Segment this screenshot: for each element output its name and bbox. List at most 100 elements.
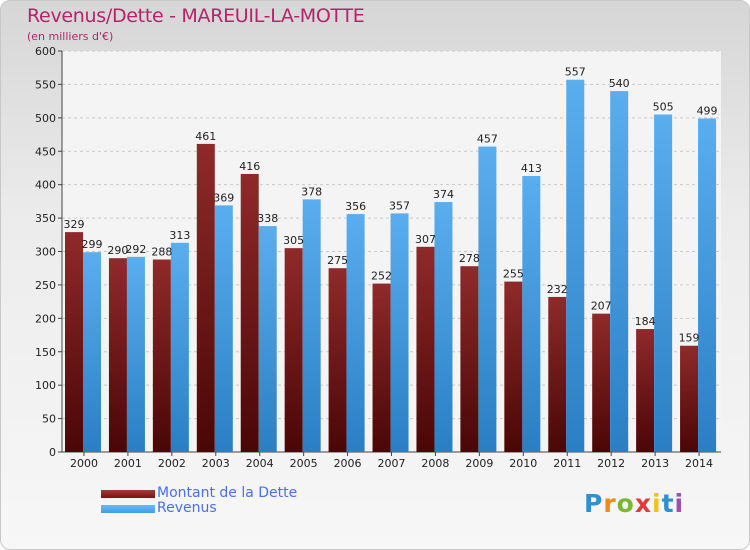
bar-dette (108, 258, 127, 452)
bar-dette (680, 345, 699, 452)
bar-revenus (698, 118, 717, 453)
bar-revenus (258, 226, 277, 452)
bar-dette (636, 329, 655, 452)
x-tick-label: 2012 (597, 457, 625, 470)
data-label-dette: 288 (151, 246, 172, 259)
bar-dette (548, 296, 567, 452)
data-label-dette: 275 (327, 254, 348, 267)
data-label-dette: 255 (503, 268, 524, 281)
legend-swatch-dette (101, 490, 155, 498)
bar-revenus (522, 175, 541, 452)
x-tick-label: 2005 (290, 457, 318, 470)
data-label-dette: 159 (679, 332, 700, 345)
bar-revenus (170, 242, 189, 452)
bar-revenus (390, 213, 409, 452)
data-label-dette: 290 (107, 244, 128, 257)
x-tick-label: 2003 (202, 457, 230, 470)
data-label-revenus: 299 (82, 238, 103, 251)
data-label-revenus: 540 (609, 77, 630, 90)
x-tick-label: 2010 (509, 457, 537, 470)
logo-letter: x (634, 489, 652, 518)
logo-letter: i (674, 489, 685, 518)
logo-letter: o (616, 489, 635, 518)
data-label-revenus: 374 (433, 188, 454, 201)
y-tick-label: 150 (35, 346, 56, 359)
data-label-dette: 416 (239, 160, 260, 173)
y-tick-label: 500 (35, 112, 56, 125)
x-tick-label: 2009 (465, 457, 493, 470)
bar-dette (284, 248, 303, 452)
bar-revenus (214, 205, 233, 452)
x-tick-label: 2004 (246, 457, 274, 470)
bar-revenus (478, 146, 497, 453)
bar-dette (196, 143, 215, 453)
logo-letter: P (584, 489, 604, 518)
y-tick-label: 350 (35, 212, 56, 225)
data-label-dette: 252 (371, 270, 392, 283)
x-tick-label: 2000 (70, 457, 98, 470)
y-tick-label: 450 (35, 145, 56, 158)
bar-dette (152, 259, 171, 452)
x-tick-label: 2014 (685, 457, 713, 470)
data-label-dette: 305 (283, 234, 304, 247)
bar-dette (240, 173, 259, 452)
bar-dette (65, 232, 83, 452)
chart-subtitle: (en milliers d'€) (27, 30, 114, 43)
bar-revenus (610, 91, 629, 452)
logo-letter: r (603, 489, 617, 518)
data-label-dette: 307 (415, 233, 436, 246)
bar-dette (504, 281, 523, 452)
data-label-revenus: 557 (565, 66, 586, 79)
bar-revenus (434, 202, 453, 452)
bar-dette (416, 246, 435, 452)
y-tick-label: 300 (35, 246, 56, 259)
x-tick-label: 2002 (158, 457, 186, 470)
data-label-revenus: 378 (301, 185, 322, 198)
data-label-dette: 232 (547, 283, 568, 296)
data-label-dette: 278 (459, 252, 480, 265)
bar-revenus (83, 252, 101, 452)
legend-swatch-revenus (101, 505, 155, 513)
bar-dette (372, 283, 391, 452)
data-label-revenus: 505 (653, 100, 674, 113)
bar-revenus (566, 79, 585, 452)
data-label-revenus: 369 (213, 191, 234, 204)
y-tick-label: 0 (49, 446, 56, 459)
x-tick-label: 2007 (378, 457, 406, 470)
bar-revenus (126, 256, 145, 452)
data-label-revenus: 338 (257, 212, 278, 225)
bar-revenus (654, 114, 673, 452)
data-label-revenus: 313 (169, 229, 190, 242)
proxiti-logo: Proxiti (584, 489, 684, 518)
bar-dette (328, 268, 347, 452)
bar-dette (460, 266, 479, 452)
data-label-dette: 207 (591, 300, 612, 313)
data-label-revenus: 356 (345, 200, 366, 213)
legend-label-dette: Montant de la Dette (157, 485, 298, 501)
data-label-revenus: 292 (125, 243, 146, 256)
x-tick-label: 2006 (334, 457, 362, 470)
legend-label-revenus: Revenus (157, 500, 217, 516)
y-tick-label: 550 (35, 78, 56, 91)
data-label-dette: 329 (64, 218, 85, 231)
bar-revenus (302, 199, 321, 452)
y-tick-label: 600 (35, 45, 56, 58)
y-tick-label: 200 (35, 312, 56, 325)
y-tick-label: 250 (35, 279, 56, 292)
x-tick-label: 2001 (114, 457, 142, 470)
bar-dette (592, 313, 611, 452)
logo-letter: t (661, 489, 675, 518)
data-label-dette: 184 (635, 315, 656, 328)
x-tick-label: 2011 (553, 457, 581, 470)
logo-letter: i (652, 489, 662, 518)
bar-chart: 0 50 100 150 200 250 300 350 400 450 500 550 600 2000… (35, 45, 721, 470)
x-tick-label: 2013 (641, 457, 669, 470)
y-tick-label: 100 (35, 379, 56, 392)
data-label-revenus: 457 (477, 133, 498, 146)
data-label-dette: 461 (195, 130, 216, 143)
bar-revenus (346, 214, 365, 452)
x-tick-label: 2008 (421, 457, 449, 470)
data-label-revenus: 499 (697, 105, 718, 118)
chart-title: Revenus/Dette - MAREUIL-LA-MOTTE (27, 5, 365, 27)
